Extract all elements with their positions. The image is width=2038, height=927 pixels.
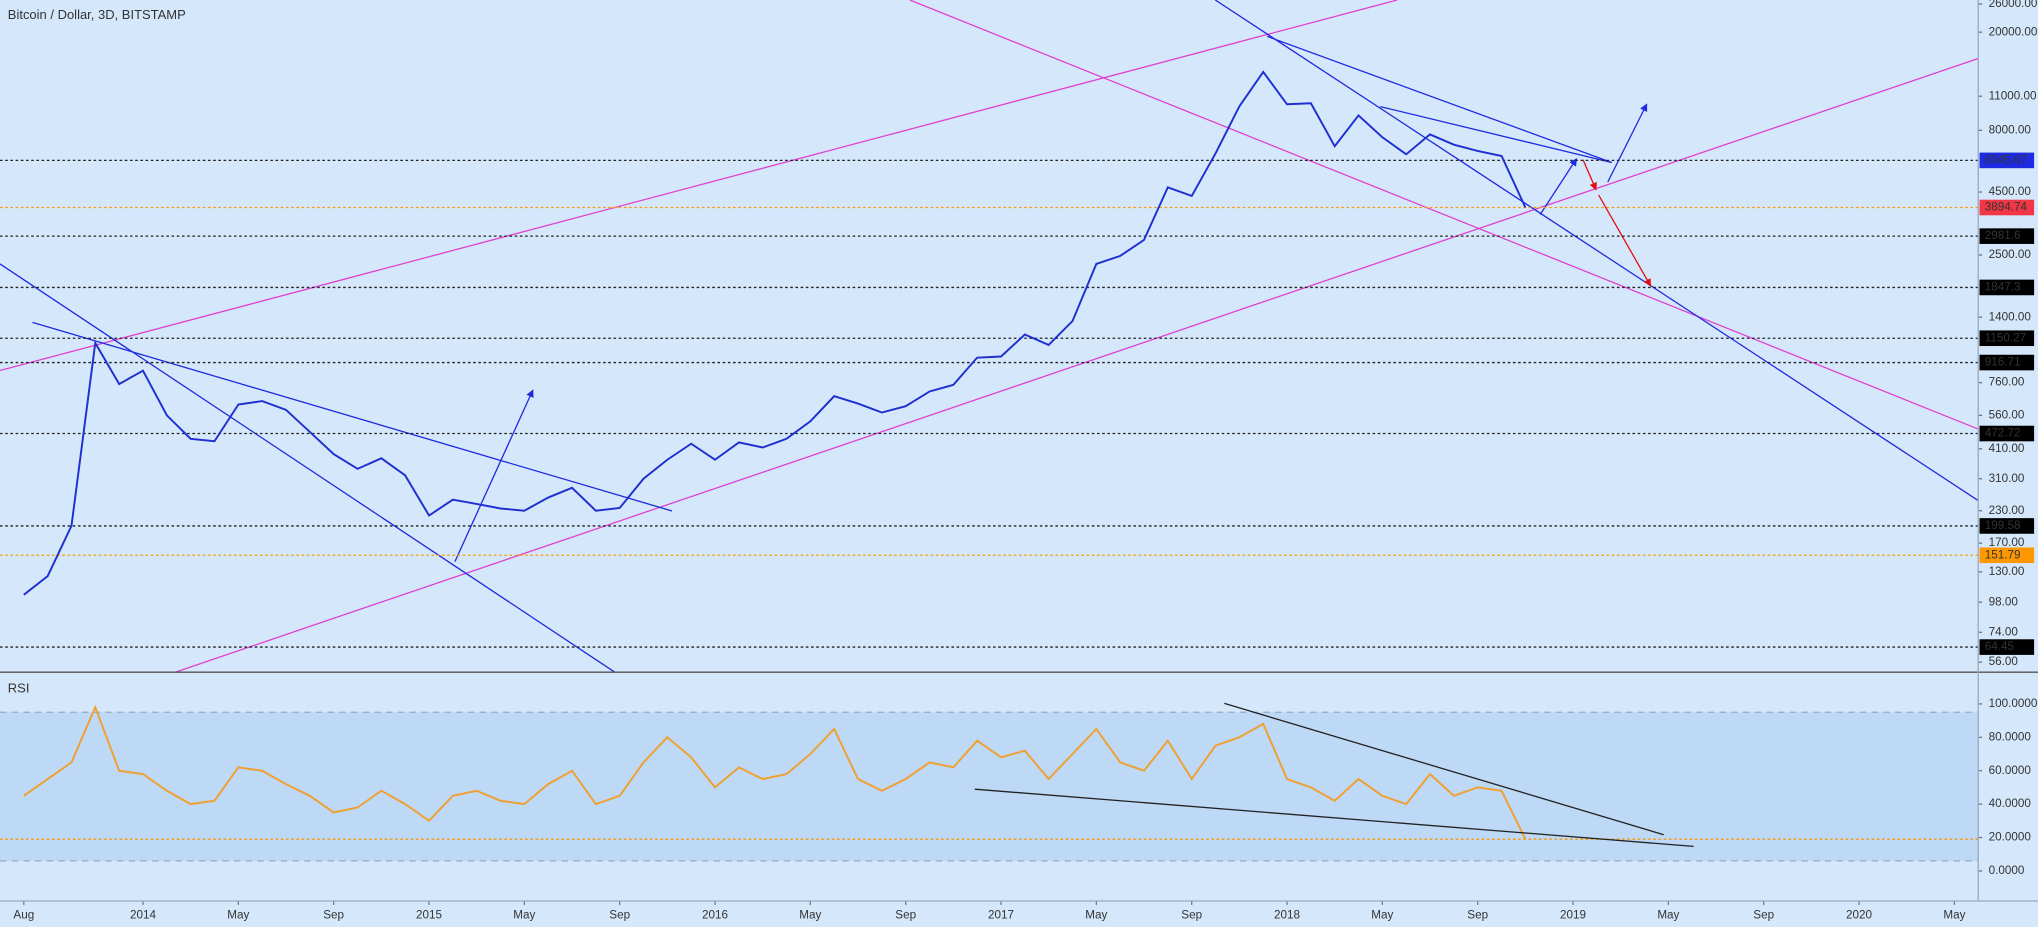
y-tick-label: 0.0000	[1989, 864, 2025, 877]
x-tick-label: May	[1085, 908, 1107, 921]
y-tick-label: 410.00	[1989, 442, 2025, 455]
trend-line	[1380, 105, 1612, 164]
arrow	[454, 389, 534, 562]
x-tick-label: May	[1943, 908, 1965, 921]
price-tag	[1979, 425, 2035, 442]
y-tick-label: 60.0000	[1989, 764, 2032, 777]
trend-line	[1214, 0, 1979, 502]
trend-line	[0, 0, 1398, 372]
x-tick-label: May	[513, 908, 535, 921]
price-tag-label: 916.71	[1985, 356, 2021, 369]
y-tick-label: 11000.00	[1989, 89, 2037, 102]
y-tick-label: 4500.00	[1989, 185, 2032, 198]
arrow	[1539, 157, 1578, 215]
y-tick-label: 40.0000	[1989, 797, 2032, 810]
chart-title: Bitcoin / Dollar, 3D, BITSTAMP	[8, 7, 186, 22]
x-tick-label: Sep	[1753, 908, 1774, 921]
arrow	[1582, 159, 1597, 191]
y-tick-label: 2500.00	[1989, 248, 2032, 261]
price-tag	[1979, 330, 2035, 347]
y-tick-label: 26000.00	[1989, 0, 2038, 10]
y-tick-label: 98.00	[1989, 595, 2019, 608]
x-tick-label: May	[1657, 908, 1679, 921]
trend-line	[0, 263, 616, 673]
trend-line	[1224, 702, 1664, 836]
trend-line	[909, 0, 1979, 430]
price-line	[23, 704, 1527, 840]
x-tick-label: 2015	[416, 908, 442, 921]
x-tick-label: 2020	[1846, 908, 1872, 921]
drawings	[0, 0, 1979, 848]
x-tick-label: Sep	[1181, 908, 1202, 921]
price-tag-label: 2981.6	[1985, 229, 2021, 242]
y-tick-label: 1400.00	[1989, 310, 2032, 323]
price-tag	[1979, 152, 2035, 169]
x-tick-label: May	[1371, 908, 1393, 921]
y-tick-label: 100.0000	[1989, 697, 2038, 710]
price-tag	[1979, 547, 2035, 564]
price-tag	[1979, 518, 2035, 534]
y-tick-label: 560.00	[1989, 408, 2025, 421]
arrow	[1607, 103, 1648, 183]
x-tick-label: 2018	[1274, 908, 1300, 921]
trend-line	[175, 57, 1979, 673]
price-tag-label: 1150.27	[1985, 331, 2026, 344]
price-tag-label: 64.45	[1985, 640, 2015, 653]
price-pane: 26000.00 20000.00 11000.00 8000.00 4500.00 25…	[0, 0, 2038, 668]
y-tick-label: 8000.00	[1989, 123, 2032, 136]
x-tick-label: Aug	[13, 908, 34, 921]
rsi-band	[0, 712, 1979, 861]
price-tag-label: 199.58	[1985, 519, 2021, 532]
price-tag-label: 1847.3	[1985, 281, 2021, 294]
x-tick-label: Sep	[323, 908, 344, 921]
y-tick-label: 310.00	[1989, 472, 2025, 485]
y-tick-label: 74.00	[1989, 625, 2019, 638]
y-tick-label: 760.00	[1989, 376, 2025, 389]
y-tick-label: 20.0000	[1989, 831, 2032, 844]
price-tag	[1979, 354, 2035, 371]
y-tick-label: 56.00	[1989, 655, 2019, 668]
x-tick-label: 2017	[988, 908, 1014, 921]
x-tick-label: May	[799, 908, 821, 921]
arrow	[1598, 194, 1652, 287]
price-tag-label: 151.79	[1985, 548, 2021, 561]
price-tag	[1979, 199, 2035, 216]
price-tag	[1979, 228, 2035, 244]
price-tag	[1979, 279, 2035, 296]
x-tick-label: Sep	[895, 908, 916, 921]
price-tag	[1979, 639, 2035, 655]
price-tag-label: 6045.67	[1985, 153, 2027, 166]
rsi-pane: 100.0000 80.0000 60.0000 40.0000 20.0000 0.00…	[0, 697, 2038, 921]
trend-line	[1267, 35, 1612, 164]
price-tag-label: 472.72	[1985, 427, 2021, 440]
x-tick-label: 2016	[702, 908, 728, 921]
trend-line	[32, 321, 673, 512]
y-tick-label: 170.00	[1989, 536, 2025, 549]
x-tick-label: Sep	[609, 908, 630, 921]
pane-title: RSI	[8, 681, 30, 696]
y-tick-label: 230.00	[1989, 504, 2025, 517]
trend-line	[974, 788, 1694, 848]
y-tick-label: 80.0000	[1989, 730, 2032, 743]
x-tick-label: 2014	[130, 908, 156, 921]
price-tag-label: 3894.74	[1985, 201, 2028, 214]
x-tick-label: 2019	[1560, 908, 1586, 921]
y-tick-label: 20000.00	[1989, 25, 2038, 38]
x-tick-label: Sep	[1467, 908, 1488, 921]
price-line	[23, 70, 1527, 596]
y-tick-label: 130.00	[1989, 565, 2025, 578]
x-tick-label: May	[227, 908, 249, 921]
